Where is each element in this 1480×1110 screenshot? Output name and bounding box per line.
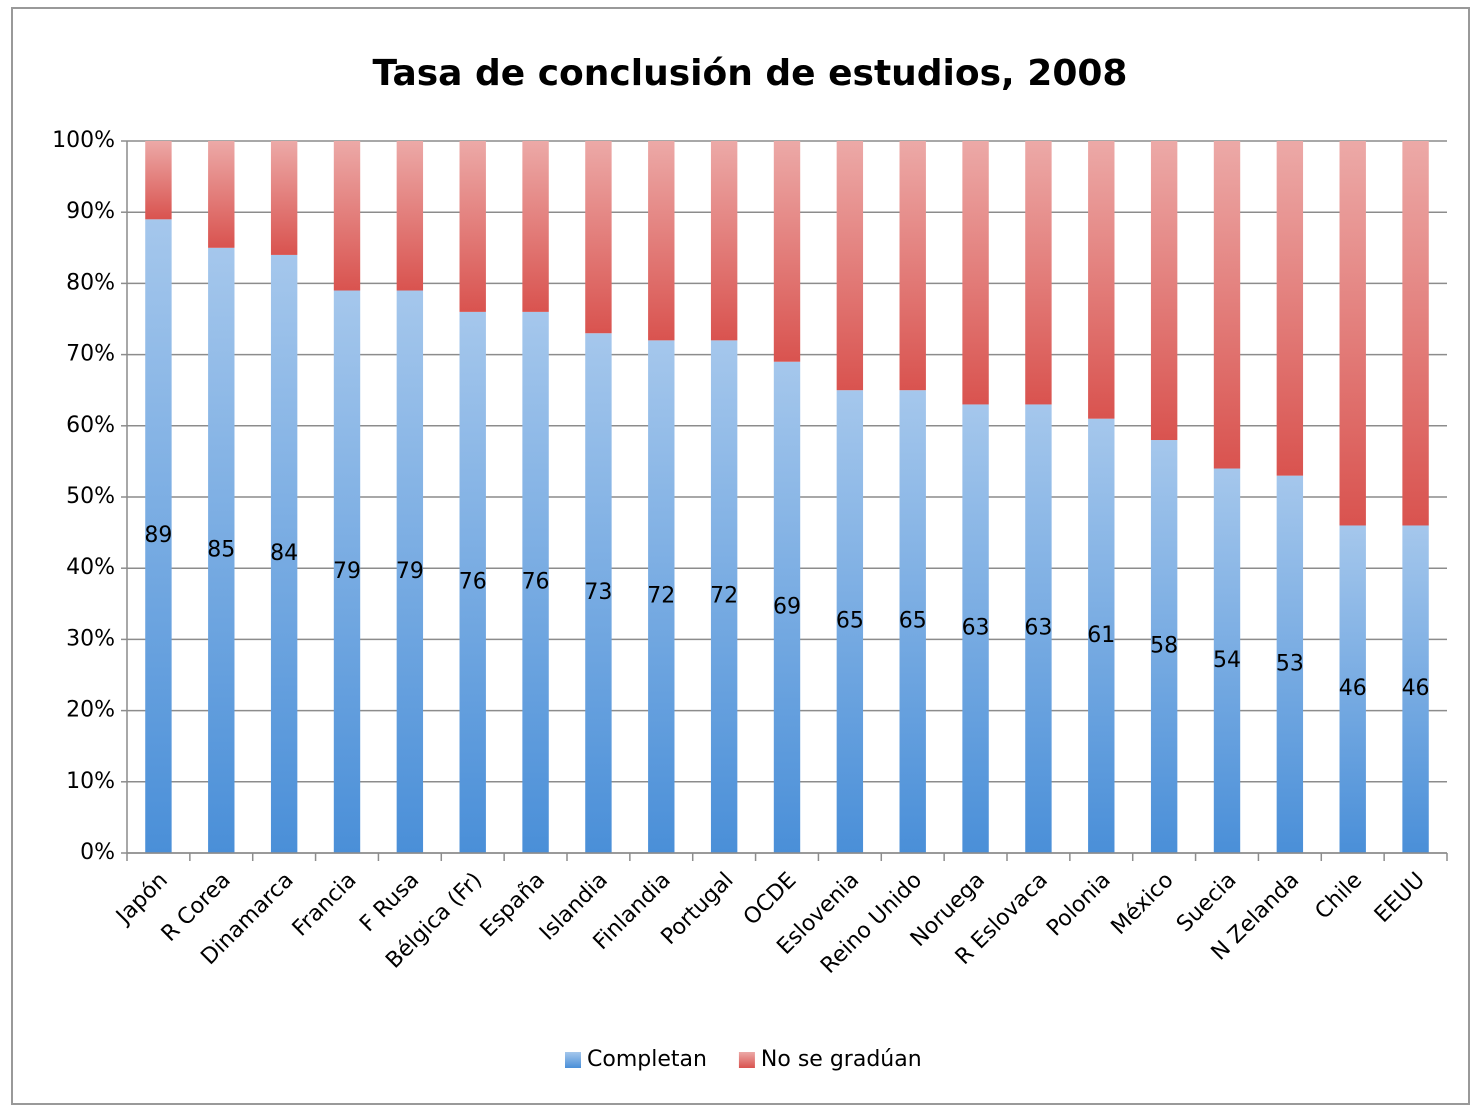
data-label: 54 [1213, 648, 1241, 673]
y-tick-label: 80% [66, 270, 115, 295]
y-tick-label: 70% [66, 342, 115, 367]
data-label: 73 [584, 580, 612, 605]
legend-swatch [738, 1052, 755, 1068]
data-label: 72 [710, 584, 738, 609]
bar-segment [899, 141, 926, 391]
bar-segment [710, 340, 738, 853]
data-label: 63 [962, 616, 990, 641]
bar-segment [1088, 141, 1115, 419]
data-label: 69 [773, 594, 801, 619]
bar-segment [145, 141, 172, 220]
data-label: 65 [836, 609, 864, 634]
bar-segment [459, 141, 486, 312]
bar-segment [270, 141, 298, 255]
bar-segment [1150, 141, 1178, 441]
bar-segment [1339, 525, 1366, 853]
data-label: 53 [1276, 651, 1304, 676]
bar-segment [773, 361, 801, 853]
bar-segment [208, 247, 235, 854]
legend-label: Completan [587, 1047, 707, 1072]
bar-segment [1402, 525, 1429, 853]
y-tick-label: 100% [52, 128, 115, 153]
bar-segment [1276, 475, 1304, 853]
data-label: 84 [270, 541, 298, 566]
bar-segment [648, 141, 675, 341]
bar-segment [773, 141, 801, 362]
y-tick-label: 10% [66, 769, 115, 794]
bar-segment [1339, 141, 1366, 526]
data-label: 76 [459, 569, 487, 594]
data-label: 85 [207, 537, 235, 562]
data-label: 65 [899, 609, 927, 634]
bar-segment [396, 141, 424, 291]
bar-segment [1402, 141, 1429, 526]
y-tick-label: 60% [66, 413, 115, 438]
bar-segment [1213, 468, 1241, 853]
data-label: 72 [647, 584, 675, 609]
bar-segment [1025, 404, 1052, 853]
y-tick-label: 20% [66, 698, 115, 723]
bar-segment [1276, 141, 1304, 476]
bar-segment [208, 141, 235, 248]
bar-segment [836, 141, 864, 391]
bar-segment [1150, 440, 1178, 853]
y-tick-label: 30% [66, 626, 115, 651]
data-label: 79 [396, 559, 424, 584]
chart-title: Tasa de conclusión de estudios, 2008 [373, 53, 1128, 94]
bar-segment [836, 390, 864, 853]
y-tick-label: 0% [80, 840, 115, 865]
data-label: 46 [1339, 676, 1367, 701]
bar-segment [1088, 418, 1115, 853]
data-label: 58 [1150, 634, 1178, 659]
bar-segment [648, 340, 675, 853]
bar-segment [585, 141, 612, 334]
bar-segment [1213, 141, 1241, 469]
legend-swatch [565, 1052, 581, 1068]
y-tick-label: 90% [66, 199, 115, 224]
bar-segment [585, 333, 612, 853]
data-label: 46 [1402, 676, 1430, 701]
bar-segment [962, 141, 989, 405]
bar-segment [270, 254, 298, 854]
bar-segment [396, 290, 424, 853]
y-tick-label: 40% [66, 555, 115, 580]
bar-segment [899, 390, 926, 853]
bar-segment [333, 141, 361, 291]
bar-segment [522, 141, 549, 312]
bar-segment [459, 311, 486, 853]
data-label: 79 [333, 559, 361, 584]
bar-segment [333, 290, 361, 853]
bar-segment [145, 219, 172, 853]
bar-segment [1025, 141, 1052, 405]
data-label: 89 [144, 523, 172, 548]
data-label: 76 [522, 569, 550, 594]
bar-segment [710, 141, 738, 341]
data-label: 63 [1024, 616, 1052, 641]
legend-label: No se gradúan [761, 1047, 922, 1072]
bar-segment [522, 311, 549, 853]
data-label: 61 [1087, 623, 1115, 648]
y-tick-label: 50% [66, 484, 115, 509]
bar-segment [962, 404, 989, 853]
